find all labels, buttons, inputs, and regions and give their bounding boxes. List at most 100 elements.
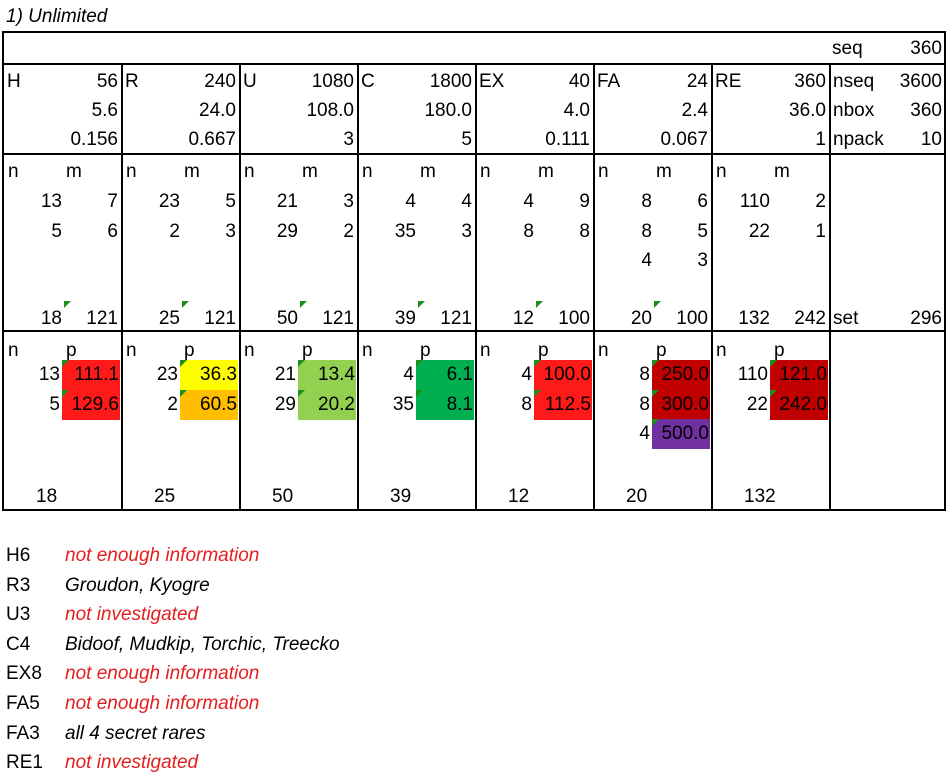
nm-n-value: 13 xyxy=(40,191,62,212)
nm-m-value: 3 xyxy=(461,220,472,242)
hline-summary xyxy=(4,153,944,155)
summary-label-c: C xyxy=(361,71,375,92)
np-header-p: p xyxy=(774,340,785,361)
nm-sum-m: 121 xyxy=(86,308,118,329)
nm-m-value: 6 xyxy=(697,191,708,212)
nm-m-value: 2 xyxy=(343,220,354,242)
price-cell xyxy=(180,360,238,390)
set-label: set xyxy=(833,308,859,329)
nm-n-value: 2 xyxy=(169,220,180,242)
price-cell xyxy=(416,389,474,420)
summary-label-h: H xyxy=(7,71,21,92)
np-header-p: p xyxy=(302,340,313,361)
np-header-n: n xyxy=(244,340,255,361)
npack-value: 10 xyxy=(920,129,942,150)
note-text: not enough information xyxy=(65,663,260,685)
comment-marker-icon xyxy=(300,301,307,308)
comment-marker-icon xyxy=(654,301,661,308)
nm-n-value: 23 xyxy=(158,191,180,212)
summary-total: 24 xyxy=(686,71,708,92)
hline-seq xyxy=(4,63,944,65)
np-sum-n: 20 xyxy=(626,486,648,507)
note-text: Groudon, Kyogre xyxy=(65,574,210,596)
np-p-value: 100.0 xyxy=(543,364,591,385)
nm-n-value: 8 xyxy=(641,220,652,242)
nm-header-m: m xyxy=(184,161,200,182)
price-cell xyxy=(534,360,592,390)
nm-sum-m: 121 xyxy=(440,308,472,329)
np-n-value: 21 xyxy=(274,364,296,385)
nm-header-n: n xyxy=(598,161,609,182)
comment-marker-icon xyxy=(536,301,543,308)
nm-header-n: n xyxy=(480,161,491,182)
note-text: not enough information xyxy=(65,692,260,714)
summary-label-u: U xyxy=(243,71,257,92)
np-p-value: 13.4 xyxy=(318,364,355,385)
np-n-value: 29 xyxy=(274,393,296,415)
np-n-value: 23 xyxy=(156,364,178,385)
note-key: C4 xyxy=(6,633,31,655)
nm-m-value: 2 xyxy=(815,191,826,212)
note-text: not enough information xyxy=(65,545,260,566)
comment-marker-icon xyxy=(64,301,71,308)
nm-m-value: 3 xyxy=(225,220,236,242)
summary-avg: 4.0 xyxy=(563,100,590,121)
price-cell xyxy=(298,389,356,420)
summary-ratio: 5 xyxy=(461,129,472,150)
nm-n-value: 5 xyxy=(51,220,62,242)
summary-total: 360 xyxy=(794,71,826,92)
comment-marker-icon xyxy=(652,360,659,367)
comment-marker-icon xyxy=(534,360,541,367)
set-value: 296 xyxy=(910,308,942,329)
note-text: not investigated xyxy=(65,604,199,626)
nm-n-value: 8 xyxy=(641,191,652,212)
rarity-table: seq 360 H 56 5.6 0.156 R 240 24.0 0.667 U 1080 108.0… xyxy=(2,31,946,511)
nm-header-m: m xyxy=(420,161,436,182)
summary-avg: 5.6 xyxy=(91,100,118,121)
nm-header-m: m xyxy=(66,161,82,182)
summary-label-re: RE xyxy=(715,71,742,92)
price-cell xyxy=(652,419,710,449)
np-n-value: 8 xyxy=(639,393,650,415)
comment-marker-icon xyxy=(416,360,423,367)
nseq-label: nseq xyxy=(833,71,875,92)
summary-total: 40 xyxy=(568,71,590,92)
nm-header-n: n xyxy=(8,161,19,182)
nm-sum-n: 18 xyxy=(40,308,62,329)
np-header-p: p xyxy=(420,340,431,361)
nm-m-value: 3 xyxy=(343,191,354,212)
np-p-value: 8.1 xyxy=(446,393,473,415)
comment-marker-icon xyxy=(770,360,777,367)
np-n-value: 4 xyxy=(521,364,532,385)
note-key: U3 xyxy=(6,604,31,626)
note-key: R3 xyxy=(6,574,31,596)
summary-label-fa: FA xyxy=(597,71,621,92)
nm-header-n: n xyxy=(244,161,255,182)
np-p-value: 242.0 xyxy=(779,393,827,415)
summary-label-ex: EX xyxy=(479,71,505,92)
summary-ratio: 0.067 xyxy=(660,129,708,150)
nseq-value: 3600 xyxy=(899,71,942,92)
nm-sum-n: 12 xyxy=(512,308,534,329)
comment-marker-icon xyxy=(534,389,541,397)
note-key: FA5 xyxy=(6,692,40,714)
vline-col-2 xyxy=(239,63,241,509)
nm-header-m: m xyxy=(656,161,672,182)
sheet-title: 1) Unlimited xyxy=(6,6,108,27)
vline-col-4 xyxy=(475,63,477,509)
np-p-value: 36.3 xyxy=(200,364,237,385)
np-n-value: 35 xyxy=(392,393,414,415)
np-n-value: 8 xyxy=(639,364,650,385)
np-p-value: 500.0 xyxy=(661,423,709,444)
comment-marker-icon xyxy=(298,360,305,367)
nm-n-value: 29 xyxy=(276,220,298,242)
np-p-value: 121.0 xyxy=(779,364,827,385)
note-key: EX8 xyxy=(6,663,42,685)
comment-marker-icon xyxy=(180,389,187,397)
np-header-p: p xyxy=(184,340,195,361)
summary-avg: 36.0 xyxy=(789,100,826,121)
np-sum-n: 39 xyxy=(390,486,412,507)
note-key: FA3 xyxy=(6,722,40,744)
nm-header-n: n xyxy=(126,161,137,182)
np-p-value: 60.5 xyxy=(200,393,237,415)
